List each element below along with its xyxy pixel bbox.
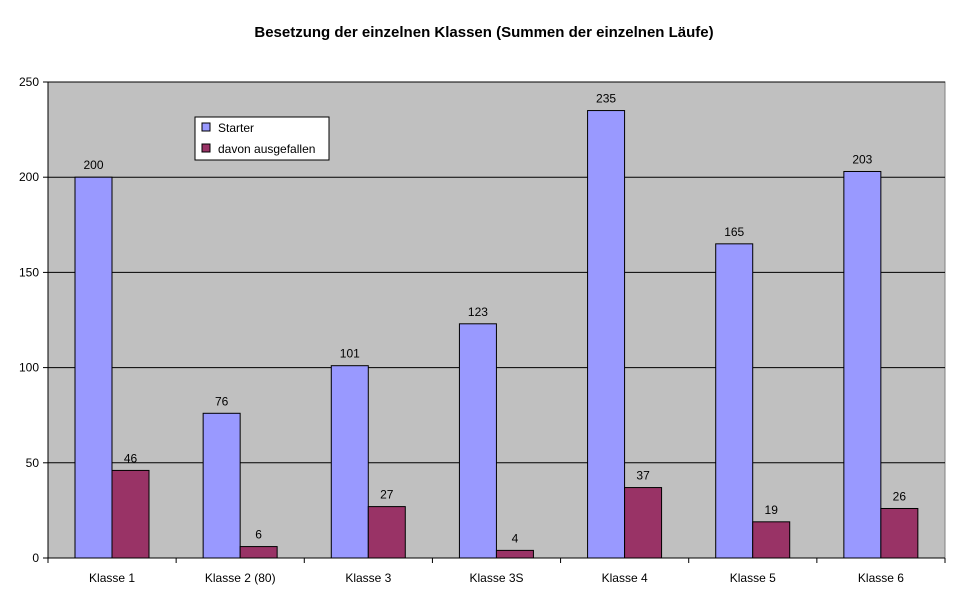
bar [202, 412, 241, 559]
x-tick-label: Klasse 4 [602, 571, 648, 585]
legend-label: davon ausgefallen [218, 142, 315, 156]
data-label: 200 [83, 158, 103, 172]
bar [843, 170, 882, 559]
x-tick-label: Klasse 3S [469, 571, 523, 585]
legend-swatch [201, 143, 211, 153]
bar [330, 365, 369, 559]
data-label: 46 [124, 451, 138, 465]
x-tick-label: Klasse 6 [858, 571, 904, 585]
bar [624, 487, 663, 559]
x-tick-label: Klasse 2 (80) [205, 571, 276, 585]
bar [239, 546, 278, 559]
legend-label: Starter [218, 121, 254, 135]
bar [367, 506, 406, 559]
legend-swatch [201, 122, 211, 132]
legend-box [194, 116, 330, 161]
data-label: 4 [512, 531, 519, 545]
bar [458, 323, 497, 559]
y-tick-label: 150 [19, 265, 39, 279]
x-tick-label: Klasse 1 [89, 571, 135, 585]
y-tick-label: 0 [32, 551, 39, 565]
legend: Starter davon ausgefallen [194, 116, 330, 161]
bar [74, 176, 113, 559]
data-label: 27 [380, 488, 394, 502]
y-tick-label: 200 [19, 170, 39, 184]
y-tick-label: 100 [19, 361, 39, 375]
data-label: 76 [215, 394, 229, 408]
data-label: 123 [468, 305, 488, 319]
bar [495, 549, 534, 559]
bar [715, 243, 754, 559]
y-tick-label: 250 [19, 75, 39, 89]
data-label: 37 [636, 469, 650, 483]
data-label: 235 [596, 92, 616, 106]
data-label: 26 [893, 489, 907, 503]
data-label: 165 [724, 225, 744, 239]
x-tick-label: Klasse 3 [345, 571, 391, 585]
plot-area: 0 50 100 150 200 250 200 46 Klasse 1 76 6 Klasse 2 … [19, 75, 946, 585]
bar [587, 110, 626, 559]
y-tick-label: 50 [26, 456, 40, 470]
bar [752, 521, 791, 559]
x-tick-label: Klasse 5 [730, 571, 776, 585]
data-label: 203 [852, 152, 872, 166]
bar [880, 507, 919, 559]
data-label: 101 [340, 347, 360, 361]
data-label: 19 [765, 503, 779, 517]
bar [111, 469, 150, 559]
data-label: 6 [255, 528, 262, 542]
chart-title: Besetzung der einzelnen Klassen (Summen … [254, 24, 713, 41]
